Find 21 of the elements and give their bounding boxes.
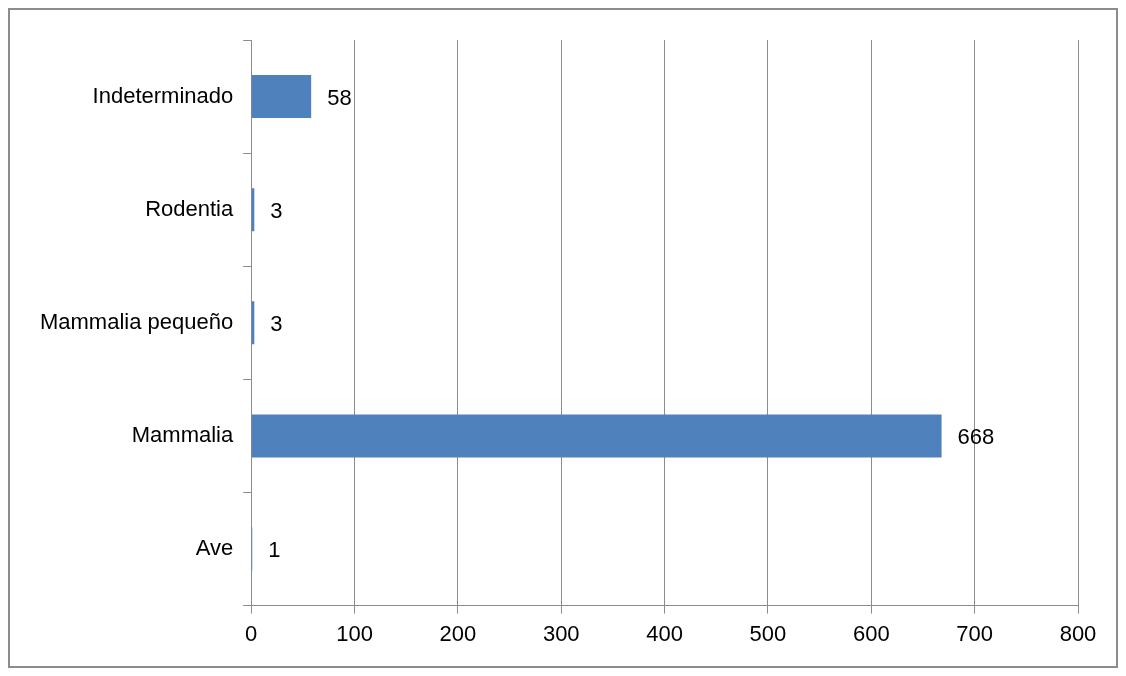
data-label: 3 — [270, 197, 283, 223]
y-tick-label: Indeterminado — [92, 82, 234, 108]
data-label: 58 — [327, 84, 352, 110]
x-tick-label: 500 — [749, 620, 787, 646]
y-tick-label: Rodentia — [145, 195, 234, 221]
y-tick-label: Mammalia pequeño — [39, 308, 234, 334]
x-tick-label: 200 — [439, 620, 477, 646]
x-tick-label: 300 — [542, 620, 580, 646]
data-label: 668 — [957, 423, 995, 449]
x-tick-label: 400 — [646, 620, 683, 646]
y-tick-label: Ave — [195, 535, 234, 561]
data-label: 1 — [268, 537, 281, 563]
bar — [251, 75, 312, 119]
data-label: 3 — [270, 310, 283, 336]
y-tick-label: Mammalia — [131, 421, 234, 447]
x-tick-label: 100 — [336, 620, 373, 646]
x-tick-label: 700 — [956, 620, 994, 646]
x-tick-label: 600 — [852, 620, 890, 646]
x-tick-label: 0 — [245, 620, 258, 646]
x-tick-label: 800 — [1059, 620, 1097, 646]
bar — [251, 414, 942, 458]
